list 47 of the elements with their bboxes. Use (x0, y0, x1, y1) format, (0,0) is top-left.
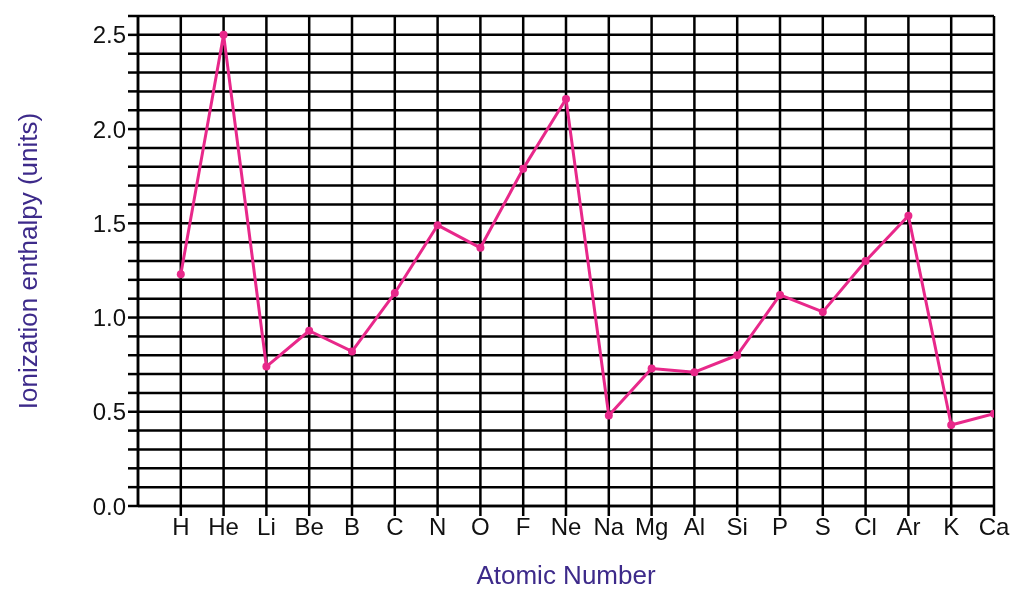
point (348, 347, 356, 356)
y-tick-label: 1.5 (92, 209, 126, 237)
y-tick-label: 2.5 (92, 21, 126, 49)
x-tick-label: S (814, 513, 831, 541)
point (262, 362, 271, 371)
x-tick-label: Na (593, 513, 625, 541)
point (647, 364, 656, 373)
point (690, 368, 699, 377)
x-tick-label: Ar (896, 513, 921, 541)
point (519, 164, 528, 173)
point (433, 221, 442, 230)
x-tick-label: He (208, 513, 239, 541)
x-tick-label: Cl (854, 513, 877, 541)
point (818, 307, 827, 316)
point (390, 289, 399, 298)
point (733, 351, 742, 360)
x-tick-label: B (343, 513, 361, 541)
point (604, 411, 613, 420)
y-axis-title: Ionization enthalpy (units) (13, 112, 44, 410)
x-tick-label: F (515, 513, 531, 541)
x-tick-label: K (943, 513, 960, 541)
y-tick-label: 1.0 (92, 304, 126, 332)
x-tick-label: C (386, 513, 404, 541)
x-tick-label: P (771, 513, 789, 541)
x-tick-label: H (172, 513, 190, 541)
x-tick-label: Al (683, 513, 706, 541)
point (861, 257, 870, 265)
x-tick-label: Li (257, 513, 276, 541)
point (562, 94, 570, 103)
point (176, 270, 185, 279)
x-tick-label: O (471, 513, 490, 541)
x-axis-title: Atomic Number (476, 560, 656, 590)
point (947, 420, 956, 429)
x-tick-label: Be (294, 513, 324, 541)
x-tick-label: Ca (978, 513, 1010, 541)
x-tick-label: Si (726, 513, 748, 541)
point (476, 243, 485, 252)
y-tick-label: 0.0 (92, 492, 126, 520)
point (305, 326, 314, 335)
x-tick-label: Mg (634, 513, 669, 541)
point (219, 30, 228, 39)
x-tick-label: Ne (550, 513, 582, 541)
point (776, 290, 784, 299)
y-tick-label: 0.5 (92, 398, 126, 426)
point (904, 211, 913, 220)
x-tick-label: N (428, 513, 447, 541)
y-tick-label: 2.0 (92, 115, 126, 143)
